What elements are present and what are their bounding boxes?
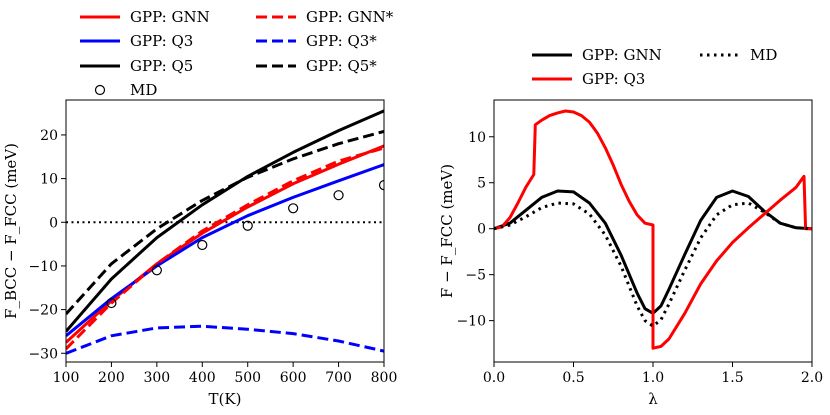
left-axis-ticks: 100 200 300 400 500 600 700 800 −30 −20 −10 0 10 20: [28, 128, 397, 386]
left-series-md-point: [106, 297, 117, 309]
right-y-tick-label: 10: [468, 130, 486, 146]
left-series-gpp-gnn-line: [66, 144, 384, 344]
left-x-tick-label: 200: [98, 370, 125, 386]
left-y-tick-label: 0: [49, 215, 58, 231]
left-x-tick-label: 500: [234, 370, 261, 386]
right-legend-md-label: MD: [750, 46, 777, 64]
right-legend-md: MD: [700, 46, 777, 64]
right-x-tick-label: 0.0: [483, 370, 505, 386]
left-x-tick-label: 100: [53, 370, 80, 386]
left-series-group: [66, 109, 384, 355]
left-x-tick-label: 300: [143, 370, 170, 386]
right-series-gpp-q3-line: [494, 109, 812, 350]
left-legend-gpp-gnn: GPP: GNN: [80, 8, 210, 26]
left-legend-gpp-q5: GPP: Q5: [80, 57, 193, 75]
right-axis-ticks: 0.0 0.5 1.0 1.5 2.0 −10 −5 0 5 10: [456, 130, 823, 386]
left-legend-gpp-q3-label: GPP: Q3: [130, 32, 193, 50]
left-y-tick-label: −20: [28, 303, 58, 319]
left-y-tick-label: −30: [28, 346, 58, 362]
right-x-tick-label: 1.5: [721, 370, 743, 386]
right-legend-gpp-q3-label: GPP: Q3: [582, 70, 645, 88]
left-legend-md-label: MD: [130, 81, 157, 99]
left-y-tick-label: 10: [40, 172, 58, 188]
left-legend-gpp-q3: GPP: Q3: [80, 32, 193, 50]
left-legend-gpp-q5-label: GPP: Q5: [130, 57, 193, 75]
right-legend-gpp-q3: GPP: Q3: [532, 70, 645, 88]
right-plot-frame: [493, 99, 813, 363]
left-legend: GPP: GNN GPP: Q3 GPP: Q5 MD GPP: GNN* GPP: Q3…: [80, 8, 394, 99]
left-x-tick-label: 800: [371, 370, 398, 386]
left-y-tick-label: −10: [28, 259, 58, 275]
left-series-md-point: [242, 220, 253, 231]
left-series-md-point: [378, 180, 384, 191]
right-y-tick-label: −5: [465, 268, 486, 284]
left-x-tick-label: 600: [280, 370, 307, 386]
left-legend-gpp-q5: GPP: Q5*: [256, 57, 377, 75]
left-legend-gpp-gnn: GPP: GNN*: [256, 8, 394, 26]
left-series-md-point: [197, 239, 208, 251]
right-plot-area: [494, 109, 812, 350]
left-x-tick-label: 400: [189, 370, 216, 386]
left-series-md-point: [151, 265, 162, 276]
right-legend-gpp-gnn-label: GPP: GNN: [582, 46, 662, 64]
right-y-tick-label: −10: [456, 314, 486, 330]
right-x-tick-label: 0.5: [562, 370, 584, 386]
right-legend-gpp-gnn: GPP: GNN: [532, 46, 662, 64]
left-plot-area: [66, 109, 384, 355]
left-legend-gpp-gnn-label: GPP: GNN: [130, 8, 210, 26]
left-y-axis-label: F_BCC − F_FCC (meV): [2, 143, 20, 319]
left-x-tick-label: 700: [325, 370, 352, 386]
left-series-gpp-gnn-line: [66, 146, 384, 350]
left-plot-frame: [65, 99, 385, 363]
right-chart: 0.0 0.5 1.0 1.5 2.0 −10 −5 0 5 10 λ F − F_FCC (me…: [438, 46, 823, 408]
left-legend-gpp-gnn-label: GPP: GNN*: [306, 8, 394, 26]
right-x-tick-label: 1.0: [642, 370, 664, 386]
right-series-md-line: [494, 201, 812, 328]
left-y-tick-label: 20: [40, 128, 58, 144]
left-legend-gpp-q5-label: GPP: Q5*: [306, 57, 377, 75]
right-x-tick-label: 2.0: [801, 370, 823, 386]
left-series-md-point: [288, 203, 299, 214]
left-series-gpp-q5-line: [66, 109, 384, 333]
left-chart: 100 200 300 400 500 600 700 800 −30 −20 −10 0 10 20 T…: [2, 8, 397, 408]
left-legend-md-marker: [94, 84, 106, 96]
right-series-group: [494, 109, 812, 350]
right-x-axis-label: λ: [648, 390, 658, 408]
left-legend-md: MD: [94, 81, 157, 99]
right-y-tick-label: 5: [477, 176, 486, 192]
left-legend-gpp-q3: GPP: Q3*: [256, 32, 377, 50]
right-y-axis-label: F − F_FCC (meV): [438, 164, 456, 298]
left-series-md-point: [333, 190, 344, 201]
left-series-gpp-q3-line: [66, 324, 384, 355]
left-series-gpp-q3-line: [66, 163, 384, 337]
right-legend: GPP: GNN MD GPP: Q3: [532, 46, 777, 88]
left-x-axis-label: T(K): [209, 390, 242, 408]
left-legend-gpp-q3-label: GPP: Q3*: [306, 32, 377, 50]
right-y-tick-label: 0: [477, 222, 486, 238]
